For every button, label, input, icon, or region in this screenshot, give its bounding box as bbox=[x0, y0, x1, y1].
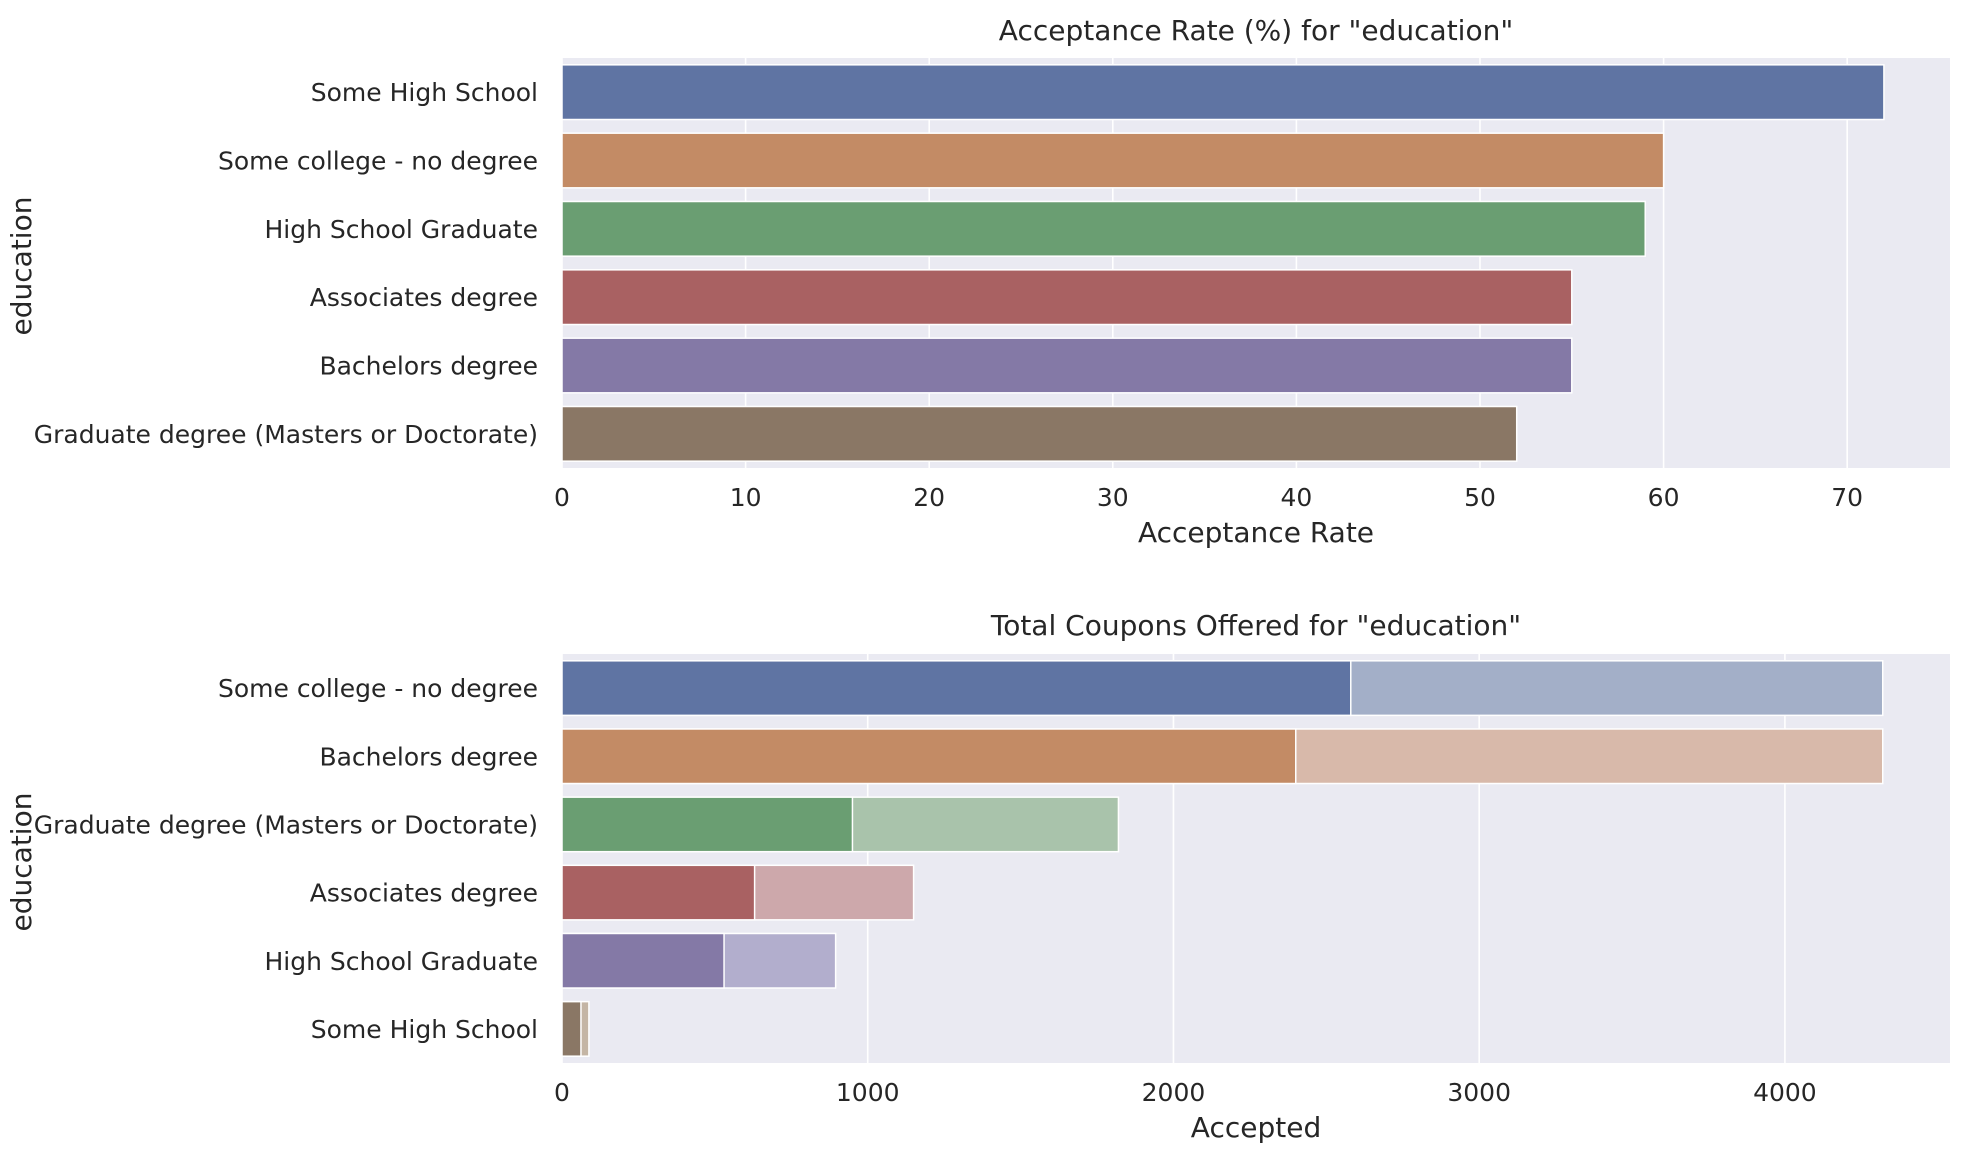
chart-title: Total Coupons Offered for "education" bbox=[990, 609, 1521, 642]
bar bbox=[561, 132, 1665, 189]
x-tick-label: 0 bbox=[554, 1078, 570, 1107]
chart-title: Acceptance Rate (%) for "education" bbox=[999, 14, 1513, 47]
bar bbox=[561, 200, 1646, 257]
x-tick-label: 20 bbox=[913, 483, 945, 512]
bar bbox=[561, 405, 1518, 462]
y-tick-label: Graduate degree (Masters or Doctorate) bbox=[34, 810, 538, 839]
plot-background bbox=[562, 58, 1950, 468]
y-tick-label: Some college - no degree bbox=[218, 147, 538, 176]
x-tick-label: 4000 bbox=[1753, 1078, 1817, 1107]
bar-accepted bbox=[561, 932, 725, 989]
bar-accepted bbox=[561, 1000, 582, 1057]
x-tick-label: 3000 bbox=[1447, 1078, 1511, 1107]
x-tick-label: 70 bbox=[1831, 483, 1863, 512]
y-tick-label: Graduate degree (Masters or Doctorate) bbox=[34, 420, 538, 449]
x-tick-label: 2000 bbox=[1142, 1078, 1206, 1107]
x-axis-label: Accepted bbox=[1191, 1111, 1321, 1144]
y-tick-label: Associates degree bbox=[310, 283, 538, 312]
plot-background bbox=[562, 654, 1950, 1063]
y-tick-label: High School Graduate bbox=[264, 947, 538, 976]
y-tick-label: Associates degree bbox=[310, 879, 538, 908]
chart-panel-1: Some High School Some college - no degree… bbox=[5, 14, 1950, 549]
y-tick-label: Some High School bbox=[311, 78, 538, 107]
bar-accepted bbox=[561, 796, 854, 853]
x-tick-label: 0 bbox=[554, 483, 570, 512]
bar-accepted bbox=[561, 660, 1352, 717]
y-tick-label: High School Graduate bbox=[264, 215, 538, 244]
y-tick-label: Bachelors degree bbox=[319, 352, 538, 381]
y-tick-label: Some High School bbox=[311, 1015, 538, 1044]
chart-panel-2: Some college - no degree Bachelors degree… bbox=[5, 609, 1950, 1144]
y-tick-label: Bachelors degree bbox=[319, 742, 538, 771]
x-tick-label: 50 bbox=[1464, 483, 1496, 512]
x-tick-label: 60 bbox=[1648, 483, 1680, 512]
y-axis-label: education bbox=[5, 197, 38, 336]
y-tick-label: Some college - no degree bbox=[218, 674, 538, 703]
bar-accepted bbox=[561, 728, 1297, 785]
x-axis-label: Acceptance Rate bbox=[1138, 516, 1374, 549]
x-tick-label: 40 bbox=[1280, 483, 1312, 512]
x-tick-label: 1000 bbox=[836, 1078, 900, 1107]
y-axis-label: education bbox=[5, 793, 38, 932]
bar bbox=[561, 337, 1573, 394]
bar-accepted bbox=[561, 864, 756, 921]
x-tick-label: 30 bbox=[1097, 483, 1129, 512]
bar bbox=[561, 64, 1885, 121]
x-tick-label: 10 bbox=[730, 483, 762, 512]
bar bbox=[561, 269, 1573, 326]
